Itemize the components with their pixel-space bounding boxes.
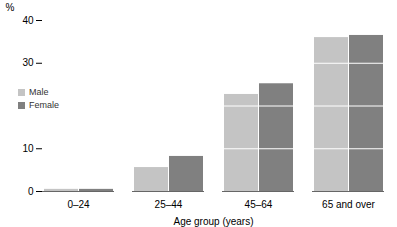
svg-text:Age group (years): Age group (years) — [173, 216, 253, 227]
svg-text:45–64: 45–64 — [245, 199, 273, 210]
html-text:Female: Female — [29, 100, 59, 110]
svg-text:30: 30 — [22, 57, 34, 68]
svg-text:0–24: 0–24 — [67, 199, 90, 210]
svg-text:0: 0 — [28, 186, 34, 197]
svg-text:10: 10 — [22, 143, 34, 154]
svg-text:25–44: 25–44 — [155, 199, 183, 210]
svg-text:40: 40 — [22, 15, 34, 26]
svg-text:65 and over: 65 and over — [322, 199, 375, 210]
svg-text:%: % — [6, 2, 15, 13]
html-text:Male: Male — [29, 87, 49, 97]
